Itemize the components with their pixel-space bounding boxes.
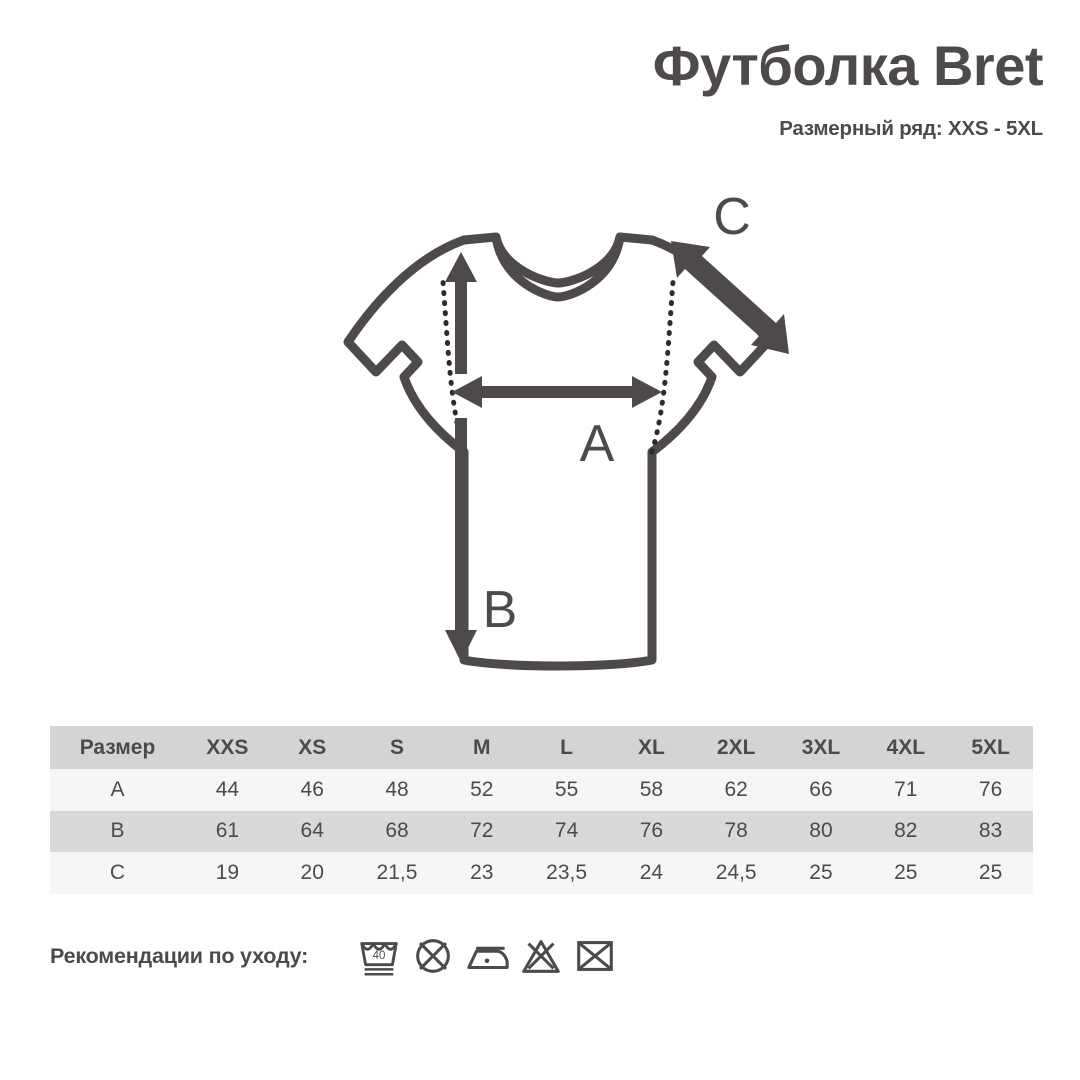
cell-a-3xl: 66 [778, 769, 864, 811]
iron-low-temperature-icon [467, 946, 509, 970]
table-header-3xl: 3XL [778, 726, 864, 769]
measure-c-label: C [713, 190, 751, 246]
cell-a-4xl: 71 [863, 769, 949, 811]
care-instructions: Рекомендации по уходу: 40 [50, 933, 626, 979]
wash-temp-text: 40 [373, 950, 386, 962]
table-header-4xl: 4XL [863, 726, 949, 769]
cell-c-5xl: 25 [948, 852, 1033, 894]
table-header-m: M [439, 726, 525, 769]
table-header-l: L [524, 726, 609, 769]
cell-a-s: 48 [354, 769, 440, 811]
cell-c-l: 23,5 [524, 852, 609, 894]
do-not-tumble-dry-icon [416, 939, 450, 973]
wash-40-delicate-icon: 40 [360, 942, 398, 976]
header: Футболка Bret Размерный ряд: XXS - 5XL [343, 34, 1044, 141]
cell-c-xxs: 19 [185, 852, 270, 894]
cell-a-m: 52 [439, 769, 525, 811]
care-instructions-label: Рекомендации по уходу: [50, 943, 309, 968]
cell-a-5xl: 76 [948, 769, 1033, 811]
measure-shoulder-up-arrow [445, 252, 477, 374]
table-header-xs: XS [269, 726, 355, 769]
measure-a-arrow [452, 376, 662, 408]
cell-b-xl: 76 [608, 810, 694, 852]
table-header-2xl: 2XL [693, 726, 779, 769]
cell-a-xxs: 44 [185, 769, 270, 811]
tshirt-outline-shape [343, 232, 773, 671]
cell-b-3xl: 80 [778, 810, 864, 852]
cell-b-4xl: 82 [863, 810, 949, 852]
tshirt-collar-curve [491, 232, 625, 302]
cell-b-2xl: 78 [693, 810, 779, 852]
table-row: B 61 64 68 72 74 76 78 80 82 83 [50, 810, 1033, 852]
measure-b-label: B [483, 581, 518, 639]
cell-c-s: 21,5 [354, 852, 440, 894]
table-row: C 19 20 21,5 23 23,5 24 24,5 25 25 25 [50, 852, 1033, 894]
cell-b-m: 72 [439, 810, 525, 852]
table-header-5xl: 5XL [948, 726, 1033, 769]
measure-a-label: A [580, 415, 615, 473]
cell-b-5xl: 83 [948, 810, 1033, 852]
cell-c-xl: 24 [608, 852, 694, 894]
cell-b-xs: 64 [269, 810, 355, 852]
table-row: A 44 46 48 52 55 58 62 66 71 76 [50, 769, 1033, 811]
table-header-size: Размер [50, 726, 185, 769]
table-header-xl: XL [608, 726, 694, 769]
cell-b-s: 68 [354, 810, 440, 852]
row-label-c: C [50, 852, 185, 894]
page-title: Футболка Bret [652, 34, 1044, 97]
cell-c-4xl: 25 [863, 852, 949, 894]
cell-a-l: 55 [524, 769, 609, 811]
size-range-subtitle: Размерный ряд: XXS - 5XL [779, 117, 1043, 140]
measure-c-arrow [671, 241, 789, 354]
tshirt-measurement-diagram: A B C [300, 190, 800, 690]
cell-a-2xl: 62 [693, 769, 779, 811]
armhole-seam-right-dotted [649, 279, 676, 455]
cell-b-l: 74 [524, 810, 609, 852]
table-header-xxs: XXS [185, 726, 270, 769]
size-chart-table: Размер XXS XS S M L XL 2XL 3XL 4XL 5XL A… [50, 726, 1033, 894]
cell-a-xs: 46 [269, 769, 355, 811]
care-icon-group: 40 [356, 933, 626, 979]
do-not-bleach-icon [522, 940, 560, 973]
row-label-b: B [50, 810, 185, 852]
measure-b-arrow [445, 418, 477, 662]
do-not-dry-clean-icon [577, 941, 613, 971]
cell-c-2xl: 24,5 [693, 852, 779, 894]
row-label-a: A [50, 769, 185, 811]
table-header-s: S [354, 726, 440, 769]
table-header-row: Размер XXS XS S M L XL 2XL 3XL 4XL 5XL [50, 726, 1033, 769]
cell-b-xxs: 61 [185, 810, 270, 852]
cell-c-m: 23 [439, 852, 525, 894]
cell-c-xs: 20 [269, 852, 355, 894]
cell-a-xl: 58 [608, 769, 694, 811]
cell-c-3xl: 25 [778, 852, 864, 894]
